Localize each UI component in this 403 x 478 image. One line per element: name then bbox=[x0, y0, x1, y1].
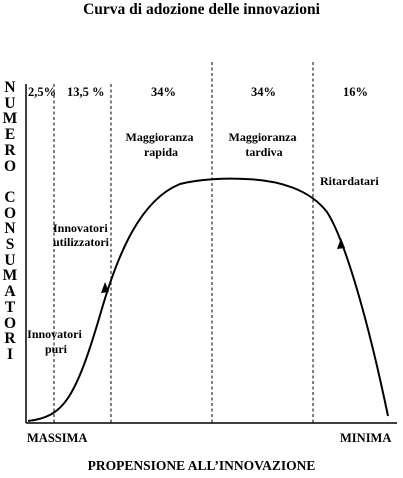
label-maggioranza-tardiva: Maggioranza tardiva bbox=[229, 130, 300, 159]
label-ritardatari: Ritardatari bbox=[320, 174, 379, 188]
segment-percent: 13,5 % bbox=[67, 85, 105, 99]
x-axis-title: PROPENSIONE ALL’INNOVAZIONE bbox=[87, 458, 316, 473]
x-axis-left-label: MASSIMA bbox=[27, 431, 88, 445]
segment-percent: 16% bbox=[343, 85, 368, 99]
segment-percent: 34% bbox=[251, 85, 276, 99]
diagram-title: Curva di adozione delle innovazioni bbox=[83, 1, 320, 18]
x-axis-right-label: MINIMA bbox=[340, 431, 392, 445]
label-maggioranza-rapida: Maggioranza rapida bbox=[126, 130, 197, 159]
adoption-curve bbox=[27, 177, 389, 422]
segment-percent: 34% bbox=[151, 85, 176, 99]
y-axis-label: N U M E R O C O N S U M A T O R I bbox=[2, 79, 18, 363]
segment-percent: 2,5% bbox=[28, 85, 56, 99]
label-innovatori-utilizzatori: Innovatori utilizzatori bbox=[53, 221, 111, 249]
curve-arrow-icon bbox=[337, 238, 345, 249]
curve-arrow-icon bbox=[101, 282, 109, 293]
label-innovatori-puri: Innovatori puri bbox=[27, 327, 85, 356]
